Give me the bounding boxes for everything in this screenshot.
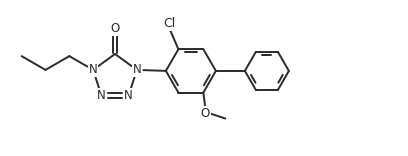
Text: O: O bbox=[201, 107, 210, 120]
Text: Cl: Cl bbox=[163, 17, 175, 30]
Text: N: N bbox=[124, 89, 133, 102]
Text: N: N bbox=[97, 89, 106, 102]
Text: N: N bbox=[89, 63, 98, 76]
Text: O: O bbox=[111, 22, 120, 35]
Text: N: N bbox=[133, 63, 141, 76]
